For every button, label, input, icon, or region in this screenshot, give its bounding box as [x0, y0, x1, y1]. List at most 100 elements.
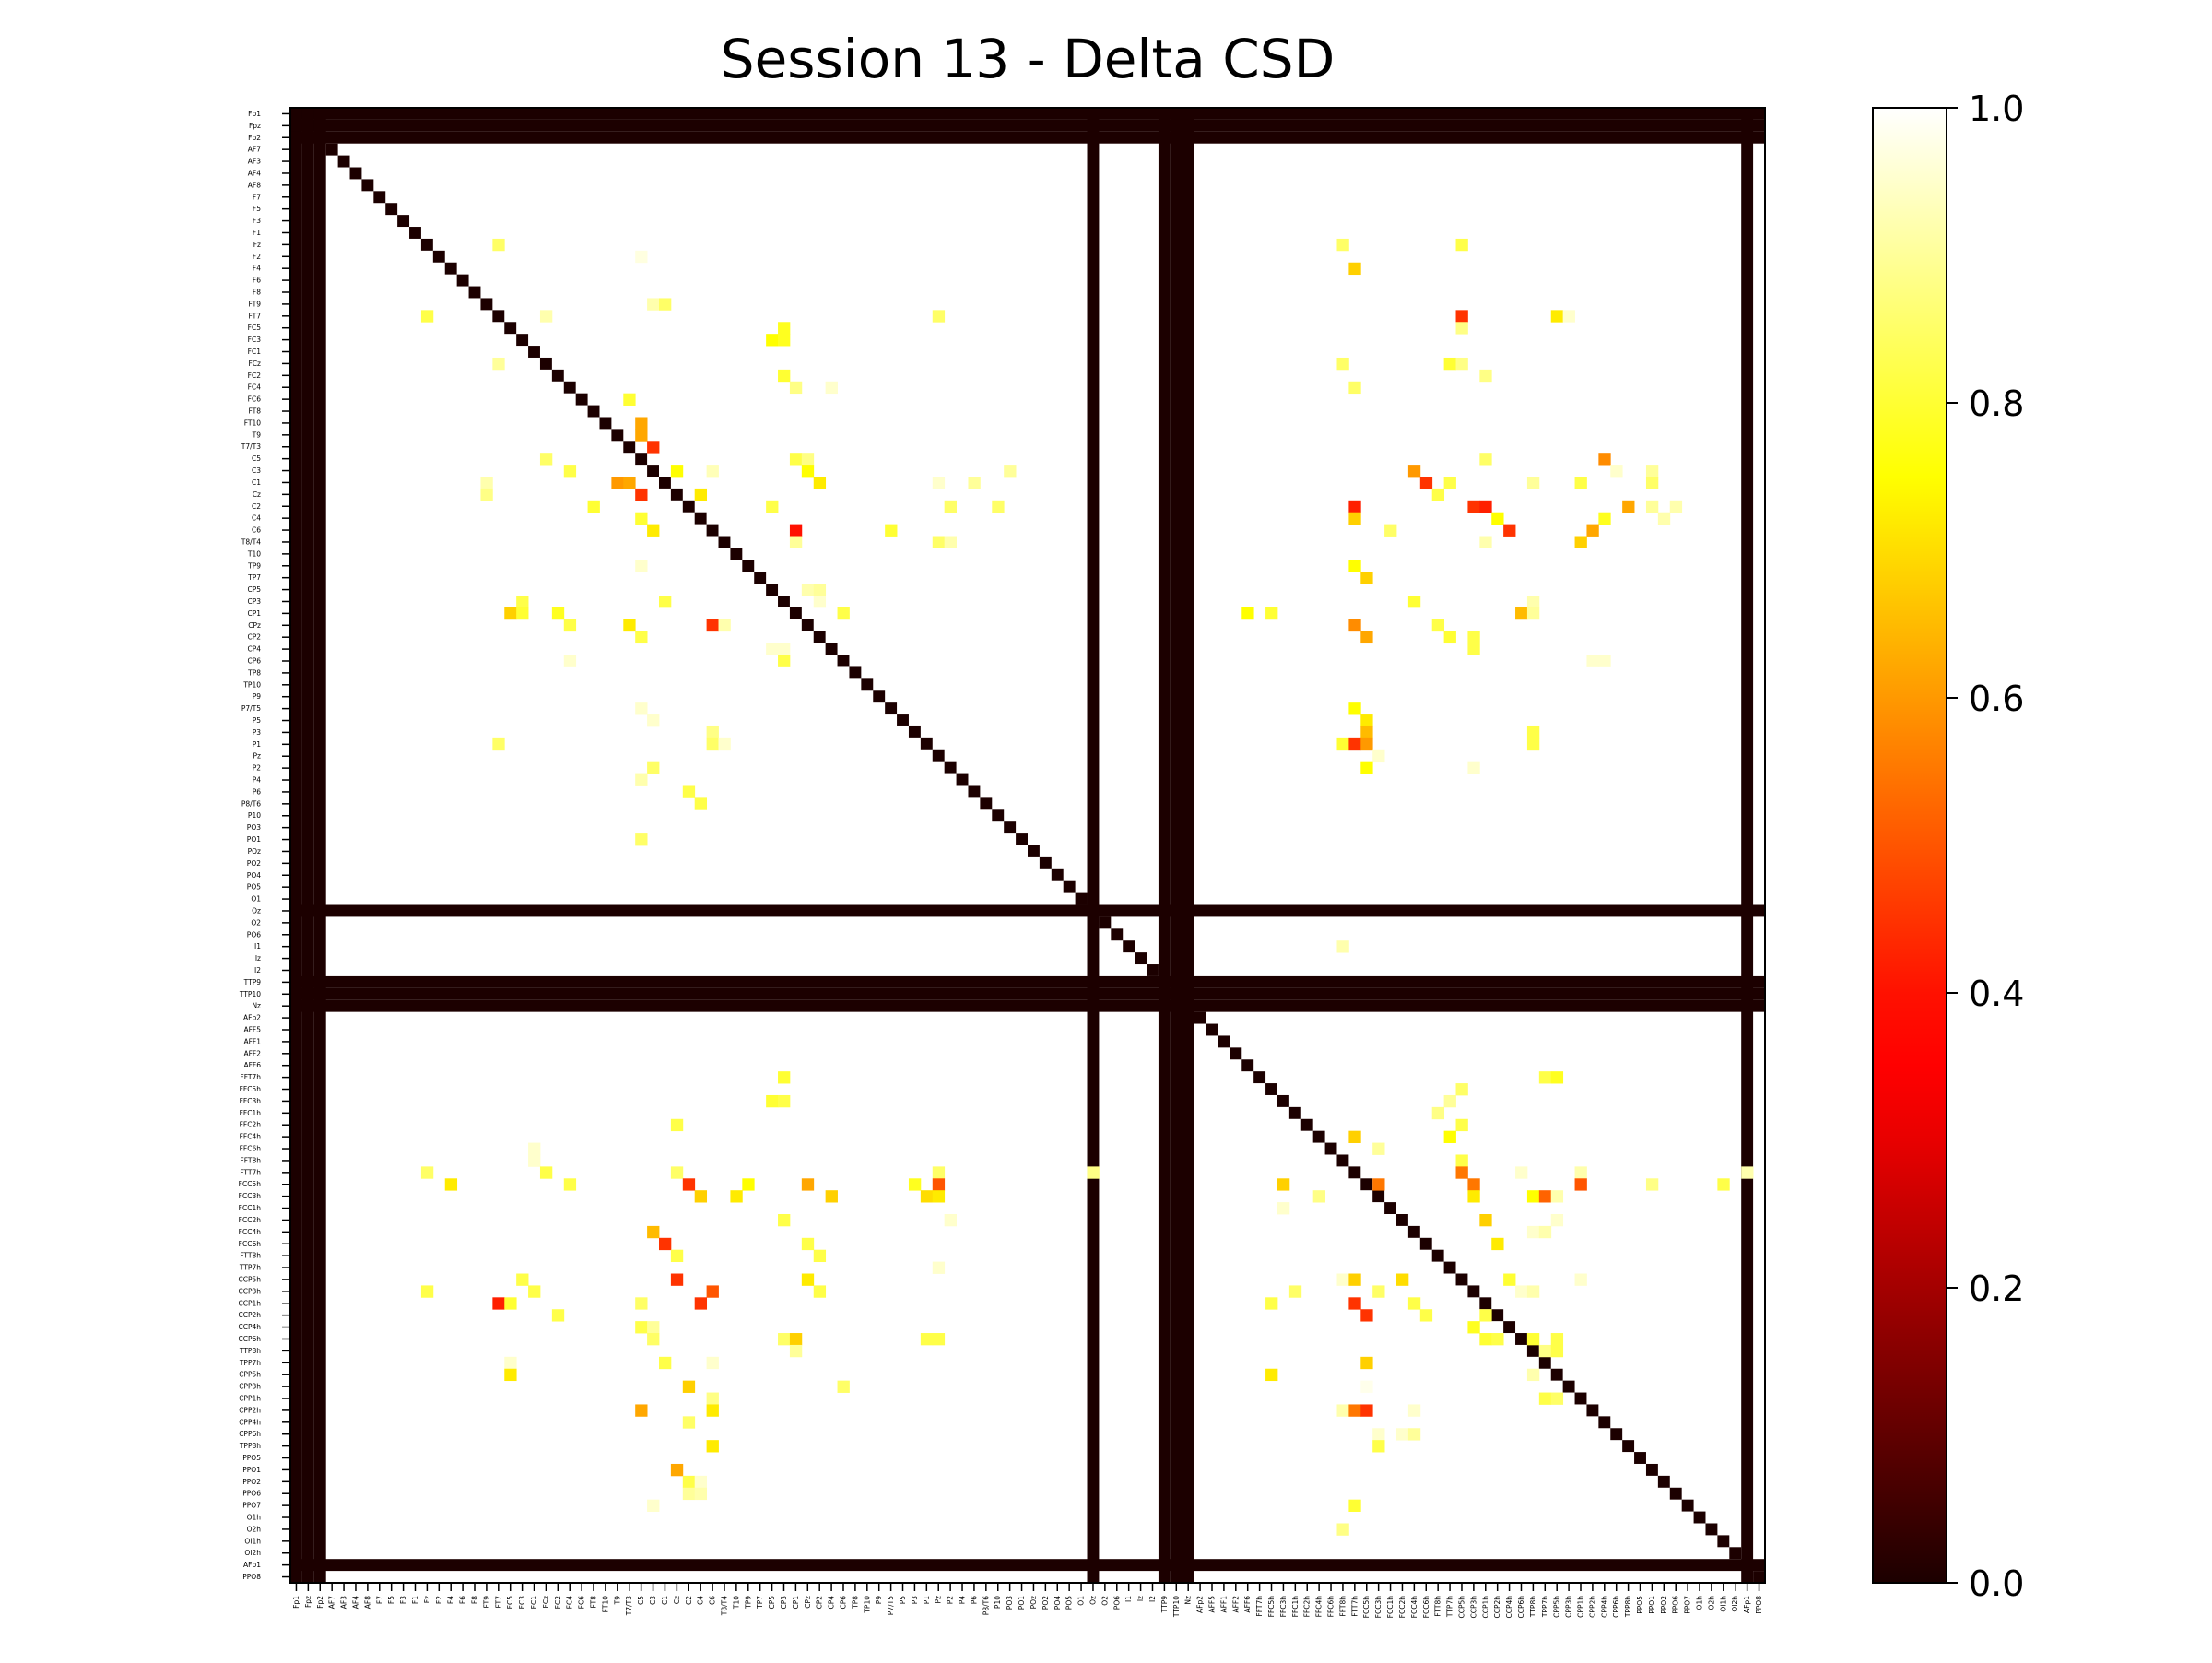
heatmap-cell — [1348, 702, 1361, 715]
heatmap-cell — [1348, 1273, 1361, 1286]
heatmap-cell — [1586, 524, 1599, 537]
heatmap-cell — [742, 1178, 755, 1191]
heatmap-cell — [635, 560, 648, 572]
y-tick-label: FTT8h — [240, 1252, 261, 1260]
colorbar-ticks: 0.0 0.2 0.4 0.6 0.8 1.0 — [1947, 88, 2024, 1604]
x-tick-label: FFC3h — [1279, 1596, 1288, 1618]
y-tick-label: CP6 — [247, 657, 261, 666]
x-tick-label: FCC4h — [1410, 1596, 1418, 1619]
heatmap-cell — [1550, 1071, 1564, 1084]
diagonal-cell — [325, 143, 338, 156]
y-tick-label: AF3 — [248, 158, 261, 166]
heatmap-cell — [1336, 238, 1349, 252]
x-tick-label: FCz — [542, 1596, 550, 1609]
y-tick-label: C2 — [252, 502, 261, 511]
heatmap-cell — [1384, 524, 1397, 537]
diagonal-cell — [1336, 1154, 1349, 1167]
heatmap-cells — [290, 108, 1765, 1583]
heatmap-cell — [789, 453, 803, 466]
heatmap-cell — [682, 1178, 696, 1191]
heatmap-cell — [647, 714, 660, 727]
y-tick-label: AF4 — [248, 169, 261, 177]
y-tick-label: TP8 — [247, 668, 261, 677]
heatmap-cell — [635, 512, 648, 525]
x-tick-label: PO2 — [1041, 1596, 1050, 1610]
diagonal-cell — [992, 809, 1005, 822]
diagonal-cell — [1372, 1190, 1385, 1203]
y-tick-label: FTT7h — [240, 1168, 261, 1176]
x-tick-label: P7/T5 — [887, 1596, 895, 1615]
heatmap-cell — [1360, 1404, 1373, 1417]
x-tick-label: PPO5 — [1636, 1596, 1644, 1614]
x-tick-label: I2 — [1148, 1596, 1157, 1602]
heatmap-cell — [1515, 1166, 1528, 1179]
y-tick-label: AFF6 — [243, 1061, 261, 1069]
x-tick-label: TP8 — [851, 1596, 859, 1610]
y-tick-label: CPP2h — [239, 1406, 261, 1414]
y-tick-label: F6 — [253, 277, 261, 285]
y-tick-label: FCC2h — [239, 1216, 262, 1224]
x-tick-label: TP10 — [863, 1596, 871, 1614]
x-tick-label: FTT7h — [1350, 1596, 1359, 1617]
x-tick-label: FFC5h — [1267, 1596, 1276, 1618]
x-tick-label: CPP1h — [1577, 1596, 1585, 1618]
x-tick-label: FTT8h — [1434, 1596, 1442, 1617]
diagonal-cell — [551, 369, 564, 382]
diagonal-cell — [1753, 1571, 1765, 1583]
heatmap-cell — [1526, 1333, 1540, 1346]
x-tick-label: AF8 — [363, 1596, 371, 1609]
heatmap-cell — [1479, 500, 1492, 513]
x-tick-label: TPP8h — [1624, 1596, 1632, 1618]
heatmap-cell — [813, 596, 827, 608]
diagonal-cell — [956, 773, 969, 786]
diagonal-cell — [504, 322, 517, 335]
heatmap-cell — [932, 1166, 946, 1179]
heatmap-cell — [1455, 322, 1468, 335]
diagonal-cell — [563, 381, 576, 394]
x-tick-label: F5 — [387, 1596, 395, 1604]
x-tick-label: TTP10 — [1172, 1596, 1181, 1618]
heatmap-cell — [1443, 1130, 1456, 1143]
x-tick-label: PO1 — [1018, 1596, 1026, 1610]
heatmap-cell — [670, 1249, 684, 1263]
heatmap-cell — [1467, 500, 1480, 513]
heatmap-cell — [1419, 1309, 1433, 1322]
y-tick-label: AF7 — [248, 146, 261, 154]
heatmap-cell — [801, 1273, 815, 1286]
heatmap-cell — [420, 1166, 434, 1179]
heatmap-cell — [1336, 1404, 1349, 1417]
y-tick-label: TTP10 — [239, 990, 261, 998]
heatmap-cell — [1265, 1368, 1278, 1382]
diagonal-cell — [528, 346, 540, 358]
diagonal-cell — [754, 572, 767, 584]
x-tick-label: CPP6h — [1612, 1596, 1620, 1618]
heatmap-cell — [1526, 737, 1540, 751]
y-tick-label: TPP8h — [239, 1442, 261, 1450]
heatmap-cell — [801, 1237, 815, 1251]
diagonal-cell — [1324, 1142, 1337, 1155]
heatmap-cell — [1598, 655, 1611, 667]
y-tick-label: CCP5h — [238, 1275, 261, 1283]
y-tick-label: AFF2 — [243, 1049, 261, 1057]
diagonal-cell — [849, 666, 862, 679]
y-tick-label: PPO2 — [242, 1478, 261, 1486]
heatmap-cell — [504, 607, 517, 620]
heatmap-cell — [1645, 465, 1659, 478]
x-tick-label: FFC6h — [1327, 1596, 1335, 1618]
diagonal-cell — [1431, 1249, 1444, 1262]
x-tick-label: OI1h — [1719, 1596, 1727, 1612]
diagonal-cell — [1669, 1487, 1682, 1500]
colorbar — [1872, 107, 1947, 1584]
heatmap-cell — [1526, 1285, 1540, 1298]
x-tick-label: T9 — [613, 1596, 621, 1606]
y-tick-label: P10 — [248, 811, 261, 820]
diagonal-cell — [789, 607, 802, 619]
heatmap-cell — [766, 1094, 779, 1108]
heatmap-cell — [635, 1297, 648, 1310]
x-tick-label: CP3 — [780, 1596, 788, 1610]
diagonal-cell — [1610, 1428, 1623, 1441]
diagonal-cell — [432, 250, 445, 263]
heatmap-cell — [730, 1190, 743, 1203]
y-tick-label: C1 — [252, 478, 261, 487]
diagonal-cell — [1206, 1023, 1218, 1036]
